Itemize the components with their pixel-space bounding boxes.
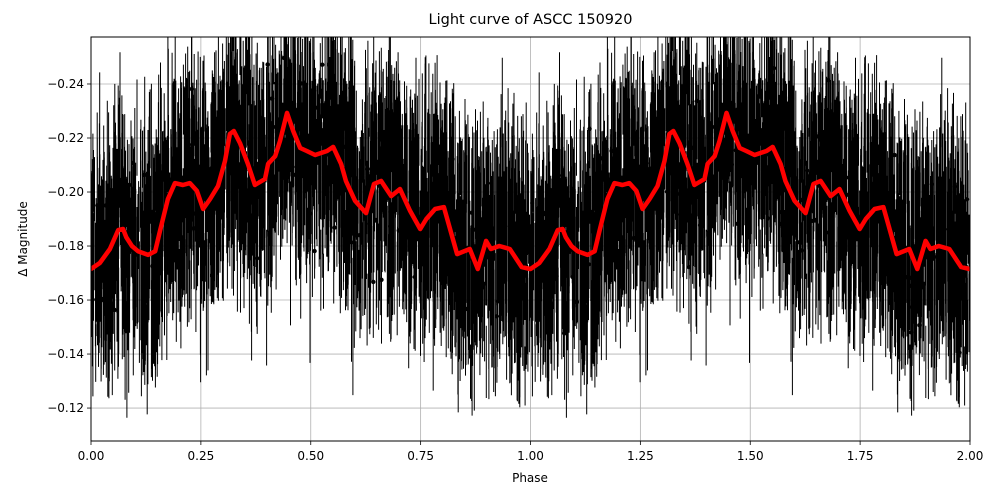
y-axis: −0.12 −0.14 −0.16 −0.18 −0.20 −0.22 −0.24 xyxy=(47,77,91,415)
y-tick-label: −0.24 xyxy=(47,77,84,91)
x-tick-label: 1.75 xyxy=(847,449,874,463)
observation-points xyxy=(91,37,970,418)
y-tick-label: −0.16 xyxy=(47,293,84,307)
y-tick-label: −0.12 xyxy=(47,401,84,415)
y-tick-label: −0.22 xyxy=(47,131,84,145)
y-tick-label: −0.20 xyxy=(47,185,84,199)
y-tick-label: −0.18 xyxy=(47,239,84,253)
chart-title: Light curve of ASCC 150920 xyxy=(428,12,633,28)
x-tick-label: 0.25 xyxy=(188,449,215,463)
x-tick-label: 1.00 xyxy=(517,449,544,463)
x-tick-label: 0.75 xyxy=(407,449,434,463)
x-tick-label: 1.25 xyxy=(627,449,654,463)
x-axis-label: Phase xyxy=(512,471,548,485)
x-tick-label: 0.50 xyxy=(297,449,324,463)
x-axis: 0.00 0.25 0.50 0.75 1.00 1.25 1.50 1.75 2.00 xyxy=(78,441,984,463)
x-tick-label: 0.00 xyxy=(78,449,105,463)
x-tick-label: 2.00 xyxy=(957,449,984,463)
y-axis-label: Δ Magnitude xyxy=(16,201,30,277)
binned-mean-line xyxy=(91,110,970,272)
x-tick-label: 1.50 xyxy=(737,449,764,463)
y-tick-label: −0.14 xyxy=(47,347,84,361)
